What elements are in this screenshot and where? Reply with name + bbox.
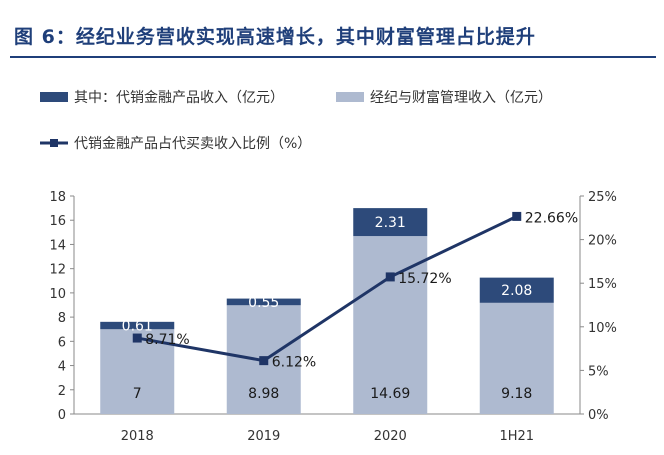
ratio-point-label: 15.72%	[398, 271, 451, 287]
ratio-point	[259, 356, 269, 366]
y-tick-label: 2	[58, 384, 66, 399]
y-tick-label: 0	[58, 408, 66, 423]
title-rule	[10, 56, 656, 58]
y2-tick-label: 5%	[588, 364, 609, 379]
y2-tick-label: 10%	[588, 321, 617, 336]
legend-marker-ratio	[50, 139, 58, 147]
y2-tick-label: 20%	[588, 234, 617, 249]
ratio-point-label: 22.66%	[525, 210, 578, 226]
bar-label-brokerage-income: 7	[133, 386, 142, 402]
bar-label-brokerage-income: 14.69	[370, 386, 410, 402]
x-tick-label: 2020	[374, 429, 407, 444]
y-tick-label: 12	[49, 263, 66, 278]
legend-swatch-sales-income	[40, 92, 68, 102]
x-tick-label: 2019	[247, 429, 280, 444]
legend-label-ratio: 代销金融产品占代买卖收入比例（%）	[74, 136, 311, 152]
legend-label-sales-income: 其中：代销金融产品收入（亿元）	[74, 90, 284, 106]
legend-swatch-brokerage-income	[336, 92, 364, 102]
bar-sales-income	[353, 208, 428, 237]
bar-sales-income	[100, 321, 175, 330]
y-tick-label: 8	[58, 311, 66, 326]
bar-label-brokerage-income: 8.98	[248, 386, 279, 402]
y2-tick-label: 15%	[588, 277, 617, 292]
y2-tick-label: 25%	[588, 190, 617, 205]
y-tick-label: 16	[49, 214, 66, 229]
bar-label-brokerage-income: 9.18	[501, 386, 532, 402]
ratio-point-label: 6.12%	[272, 355, 316, 371]
bar-sales-income	[479, 277, 554, 303]
ratio-line	[136, 215, 518, 363]
y-tick-label: 6	[58, 335, 66, 350]
y-tick-label: 4	[58, 360, 66, 375]
bar-series: 7 0.61 8.98 0.55 14.69 2.31 9.18 2.08	[100, 208, 554, 414]
y2-tick-label: 0%	[588, 408, 609, 423]
bar-label-sales-income: 2.08	[501, 283, 532, 299]
page-title: 图 6：经纪业务营收实现高速增长，其中财富管理占比提升	[14, 26, 536, 48]
x-tick-label: 1H21	[499, 429, 534, 444]
line-series: 8.71% 6.12% 15.72% 22.66%	[132, 210, 578, 371]
x-tick-label: 2018	[121, 429, 154, 444]
y-tick-label: 10	[49, 287, 66, 302]
bar-label-sales-income: 0.55	[248, 295, 279, 311]
bar-label-sales-income: 2.31	[375, 215, 406, 231]
ratio-point	[385, 272, 395, 282]
bar-brokerage-income	[479, 302, 554, 414]
ratio-point	[512, 211, 522, 221]
bar-label-sales-income: 0.61	[122, 319, 153, 335]
legend-label-brokerage-income: 经纪与财富管理收入（亿元）	[370, 89, 552, 106]
ratio-point-label: 8.71%	[145, 332, 189, 348]
y-tick-label: 18	[49, 190, 66, 205]
bar-sales-income	[226, 298, 301, 306]
ratio-point	[132, 333, 142, 343]
y-tick-label: 14	[49, 238, 66, 253]
chart-legend: 其中：代销金融产品收入（亿元） 经纪与财富管理收入（亿元） 代销金融产品占代买卖收入…	[40, 89, 552, 152]
